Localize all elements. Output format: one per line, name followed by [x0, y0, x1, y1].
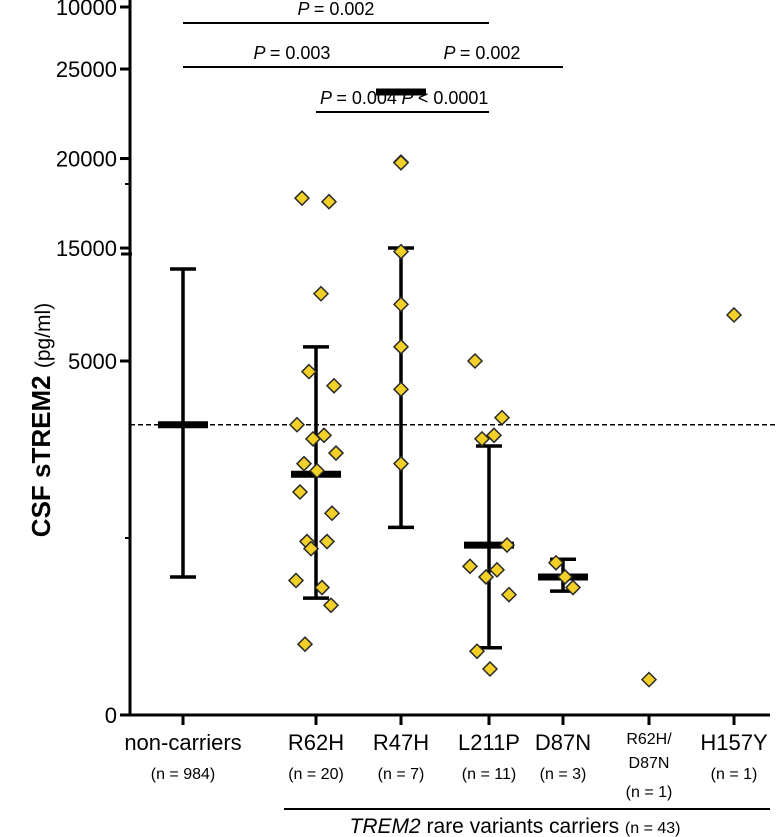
data-point [547, 554, 565, 571]
data-point [556, 568, 574, 586]
data-point [392, 243, 410, 260]
category-labels: non-carriers (n = 984) R62H (n = 20) R47H (n … [124, 730, 770, 837]
data-point [300, 363, 318, 380]
y-tick-label: 20000 [56, 147, 117, 172]
data-point [392, 338, 410, 355]
group-n-label: (n = 7) [378, 766, 425, 783]
p-value-label: P = 0.002 [444, 43, 521, 63]
data-point [318, 533, 336, 550]
data-point [461, 558, 479, 575]
data-point [296, 636, 314, 653]
data-point [392, 154, 410, 171]
data-point [485, 427, 503, 444]
data-point [466, 352, 484, 370]
data-point [291, 483, 309, 501]
category-label: non-carriers [124, 730, 241, 755]
median-iqr-bars [158, 88, 588, 650]
group-n-label: (n = 20) [288, 766, 344, 783]
data-point [640, 671, 658, 688]
data-point [304, 430, 322, 447]
data-point [308, 462, 326, 479]
data-point [392, 455, 410, 472]
data-point [327, 444, 345, 462]
data-point [493, 409, 511, 426]
data-point [320, 193, 338, 210]
data-point [498, 537, 516, 554]
data-point [293, 190, 311, 207]
p-value-label: P = 0.003 [254, 43, 331, 63]
data-point [322, 597, 340, 614]
data-point [500, 586, 518, 603]
data-point [313, 579, 331, 596]
data-point [302, 540, 320, 557]
data-point [488, 561, 506, 578]
y-axis-label: CSF sTREM2 (pg/ml) [26, 303, 56, 537]
category-label: R62H/ [626, 731, 672, 748]
category-label: R62H [288, 730, 344, 755]
data-point [392, 296, 410, 313]
category-label: L211P [458, 730, 520, 755]
data-point [325, 377, 343, 394]
group-n-label: (n = 1) [711, 766, 758, 783]
y-tick-label: 5000 [68, 349, 117, 374]
y-tick-label: 0 [105, 703, 117, 728]
category-label: D87N [535, 730, 591, 755]
carriers-bracket-label: TREM2 rare variants carriers (n = 43) [350, 815, 681, 837]
data-point [564, 579, 582, 596]
data-points [287, 154, 743, 688]
p-value-label: P = 0.002 [298, 0, 375, 19]
category-label: D87N [629, 755, 670, 772]
data-point [312, 285, 330, 302]
data-point [392, 381, 410, 398]
data-point [473, 430, 491, 447]
y-tick-label: 25000 [56, 57, 117, 82]
y-tick-label: 15000 [56, 236, 117, 261]
group-n-label: (n = 984) [151, 766, 215, 783]
data-point [468, 643, 486, 660]
group-n-label: (n = 11) [462, 766, 516, 783]
category-label: R47H [373, 730, 429, 755]
group-n-label: (n = 1) [626, 784, 673, 801]
axes-layer: 0 5000 10000 15000 20000 25000 CSF sTREM2 (pg/… [26, 0, 776, 728]
y-tick-label: 10000 [56, 0, 117, 20]
category-label: H157Y [700, 730, 768, 755]
data-point [323, 505, 341, 522]
data-point [295, 455, 313, 472]
data-point [288, 416, 306, 433]
data-point [477, 568, 495, 586]
data-point [725, 306, 743, 324]
data-point [481, 660, 499, 678]
group-n-label: (n = 3) [540, 766, 587, 783]
data-point [287, 572, 305, 589]
